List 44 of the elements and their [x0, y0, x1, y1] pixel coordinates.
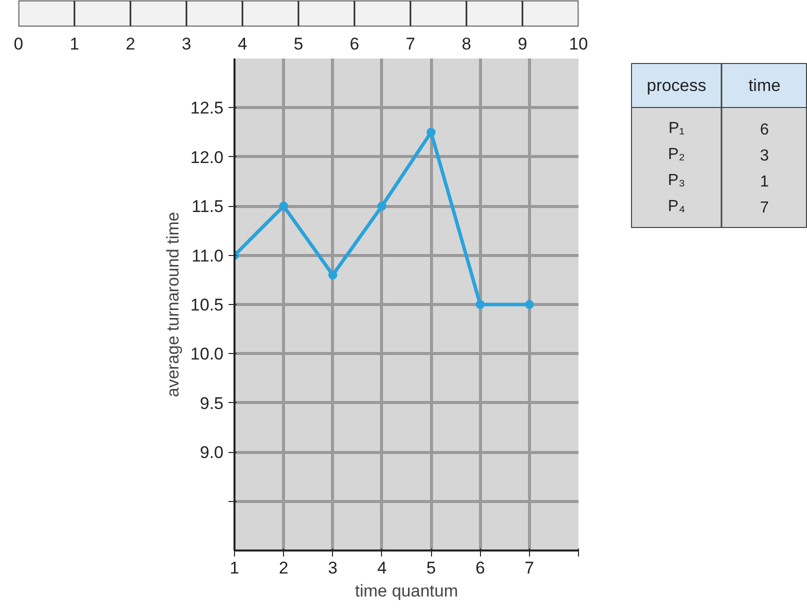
x-tick-label: 6: [475, 558, 485, 578]
y-tick-label: 9.5: [200, 394, 224, 413]
y-tick-label: 11.5: [192, 197, 224, 216]
x-tick-label: 4: [377, 558, 387, 578]
point: [524, 300, 534, 309]
x-tick-label: 0: [14, 34, 24, 54]
point: [328, 270, 338, 280]
x-tick-label: 3: [328, 558, 338, 578]
x-tick-label: 10: [569, 34, 588, 54]
text: P₂: [668, 146, 685, 163]
x-axis-title: time quantum: [355, 582, 458, 600]
x-tick-label: 3: [182, 34, 192, 54]
x-tick-label: 6: [350, 34, 360, 54]
y-tick-label: 12.5: [190, 98, 224, 118]
x-tick-label: 1: [230, 558, 240, 578]
x-tick-label: 9: [518, 34, 528, 54]
text: process: [646, 76, 706, 95]
text: 1: [760, 174, 770, 190]
point: [279, 202, 288, 211]
text: 7: [760, 200, 770, 216]
text: 6: [760, 122, 770, 138]
point: [476, 300, 485, 309]
text: P₄: [668, 198, 686, 215]
x-tick-label: 4: [238, 34, 248, 54]
x-tick-label: 2: [278, 558, 288, 578]
text: P₃: [668, 172, 686, 189]
y-tick-label: 10.0: [190, 344, 224, 364]
x-tick-label: 7: [524, 558, 534, 578]
y-tick-label: 11.0: [192, 246, 224, 266]
point: [426, 128, 436, 137]
x-tick-label: 1: [70, 34, 80, 54]
y-tick-label: 10.5: [190, 296, 224, 314]
x-tick-label: 5: [294, 34, 304, 54]
x-tick-label: 8: [462, 34, 472, 54]
text: 3: [760, 148, 770, 164]
point: [377, 202, 386, 211]
x-tick-label: 2: [126, 34, 136, 54]
y-axis-title: average turnaround time: [163, 212, 182, 398]
y-tick-label: 12.0: [190, 148, 224, 167]
text: time: [748, 76, 781, 95]
x-tick-label: 7: [406, 34, 416, 54]
y-tick-label: 9.0: [200, 443, 224, 462]
x-tick-label: 5: [426, 558, 436, 578]
text: P₁: [668, 120, 685, 137]
